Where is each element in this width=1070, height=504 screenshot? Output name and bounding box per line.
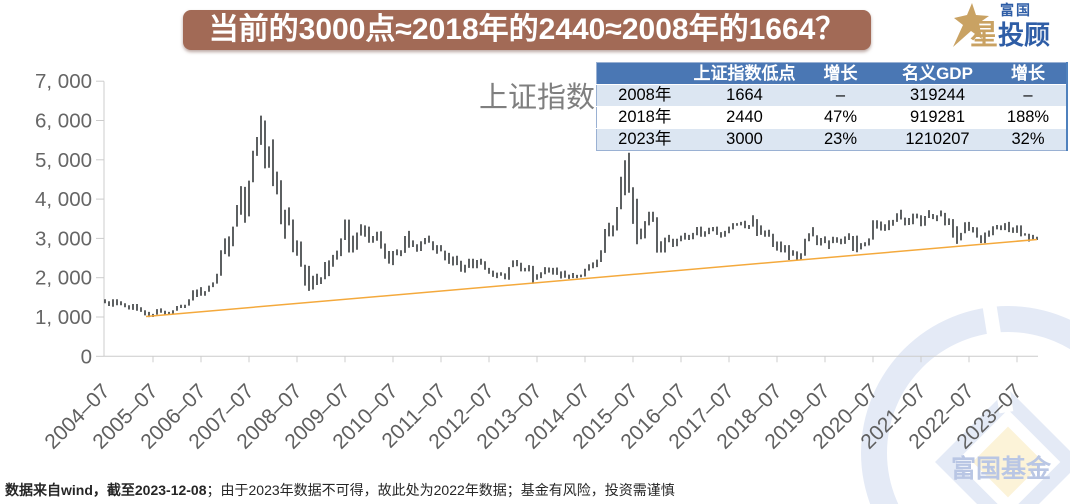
svg-text:投顾: 投顾	[998, 20, 1050, 50]
svg-text:5, 000: 5, 000	[35, 149, 92, 172]
svg-text:1, 000: 1, 000	[35, 306, 92, 329]
svg-text:0: 0	[81, 345, 92, 368]
svg-text:星: 星	[970, 19, 998, 50]
svg-text:富国基金: 富国基金	[951, 454, 1052, 483]
svg-text:3, 000: 3, 000	[35, 227, 92, 250]
svg-text:6, 000: 6, 000	[35, 110, 92, 133]
svg-text:富国: 富国	[1000, 2, 1032, 18]
svg-text:7, 000: 7, 000	[35, 70, 92, 93]
svg-text:2, 000: 2, 000	[35, 267, 92, 290]
svg-text:4, 000: 4, 000	[35, 188, 92, 211]
